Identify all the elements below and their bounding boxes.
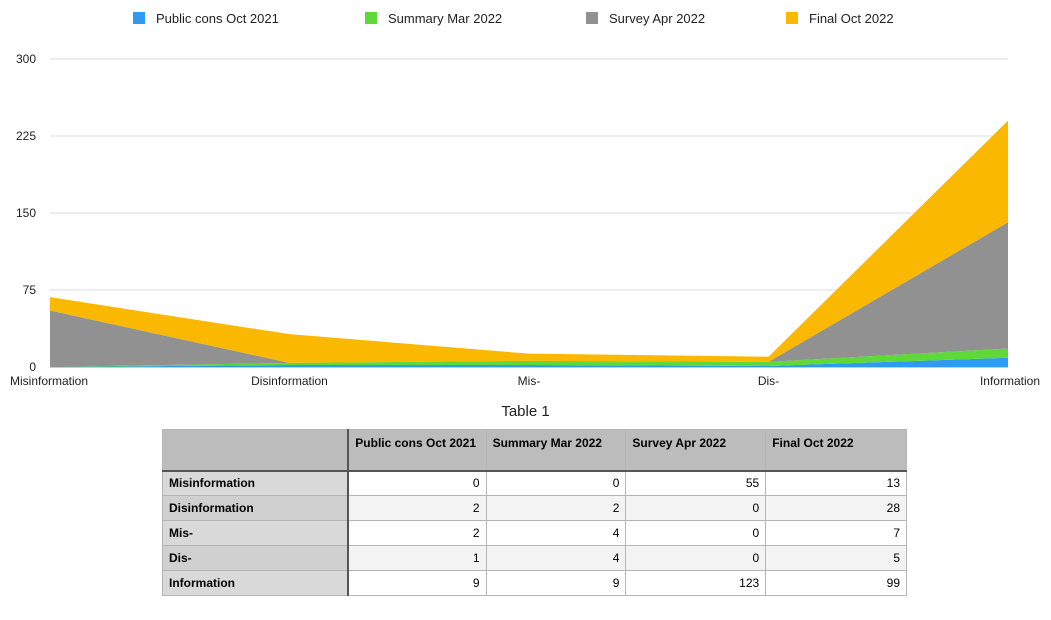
row-label: Disinformation — [162, 495, 350, 521]
x-tick-label: Misinformation — [10, 374, 88, 388]
table-row: Mis- 2 4 0 7 — [162, 520, 907, 546]
y-tick-label: 300 — [16, 52, 36, 66]
row-label: Information — [162, 570, 350, 596]
table-cell: 28 — [765, 495, 907, 521]
table-cell: 9 — [347, 570, 487, 596]
table-row: Misinformation 0 0 55 13 — [162, 470, 907, 496]
x-tick-label: Disinformation — [251, 374, 328, 388]
row-label: Mis- — [162, 520, 350, 546]
area-series — [50, 357, 1008, 367]
table-cell: 4 — [485, 520, 627, 546]
table-header-cell: Summary Mar 2022 — [485, 429, 627, 472]
table-cell: 55 — [625, 470, 767, 496]
table-title: Table 1 — [501, 403, 550, 420]
table-cell: 13 — [765, 470, 907, 496]
table-cell: 2 — [485, 495, 627, 521]
x-tick-label: Information — [980, 374, 1040, 388]
table-cell: 0 — [485, 470, 627, 496]
table-header-row: Public cons Oct 2021 Summary Mar 2022 Su… — [162, 429, 907, 472]
table-cell: 0 — [625, 495, 767, 521]
x-tick-label: Dis- — [758, 374, 779, 388]
y-tick-label: 225 — [16, 129, 36, 143]
area-series — [50, 222, 1008, 367]
table-header-cell: Survey Apr 2022 — [625, 429, 767, 472]
legend-label: Summary Mar 2022 — [388, 11, 502, 26]
table-cell: 0 — [347, 470, 487, 496]
y-tick-label: 75 — [23, 283, 37, 297]
stacked-area-chart: 0 75 150 225 300 Misinformation Disinformation… — [10, 11, 1040, 388]
table-cell: 2 — [347, 520, 487, 546]
axis-labels: 0 75 150 225 300 Misinformation Disinformation… — [10, 52, 1040, 388]
table-cell: 4 — [485, 545, 627, 571]
table-header-cell: Final Oct 2022 — [765, 429, 907, 472]
table-cell: 0 — [625, 520, 767, 546]
area-series-layer — [50, 120, 1008, 367]
area-series — [50, 348, 1008, 367]
y-tick-label: 150 — [16, 206, 36, 220]
legend-label: Final Oct 2022 — [809, 11, 894, 26]
legend: Public cons Oct 2021 Summary Mar 2022 Surv… — [133, 11, 894, 26]
table-cell: 7 — [765, 520, 907, 546]
row-label: Misinformation — [162, 470, 350, 496]
legend-label: Public cons Oct 2021 — [156, 11, 279, 26]
legend-label: Survey Apr 2022 — [609, 11, 705, 26]
table-header-cell: Public cons Oct 2021 — [347, 429, 487, 472]
table-row: Information 9 9 123 99 — [162, 570, 907, 596]
table-cell: 1 — [347, 545, 487, 571]
table-cell: 5 — [765, 545, 907, 571]
x-tick-label: Mis- — [518, 374, 541, 388]
legend-swatch — [365, 12, 377, 24]
legend-swatch — [586, 12, 598, 24]
table-cell: 0 — [625, 545, 767, 571]
y-tick-label: 0 — [29, 360, 36, 374]
table-cell: 2 — [347, 495, 487, 521]
table-cell: 9 — [485, 570, 627, 596]
legend-swatch — [133, 12, 145, 24]
legend-swatch — [786, 12, 798, 24]
table-header-corner — [162, 429, 350, 472]
table-cell: 123 — [625, 570, 767, 596]
table-row: Disinformation 2 2 0 28 — [162, 495, 907, 521]
table-cell: 99 — [765, 570, 907, 596]
row-label: Dis- — [162, 545, 350, 571]
table-row: Dis- 1 4 0 5 — [162, 545, 907, 571]
data-table: Public cons Oct 2021 Summary Mar 2022 Su… — [162, 429, 907, 596]
